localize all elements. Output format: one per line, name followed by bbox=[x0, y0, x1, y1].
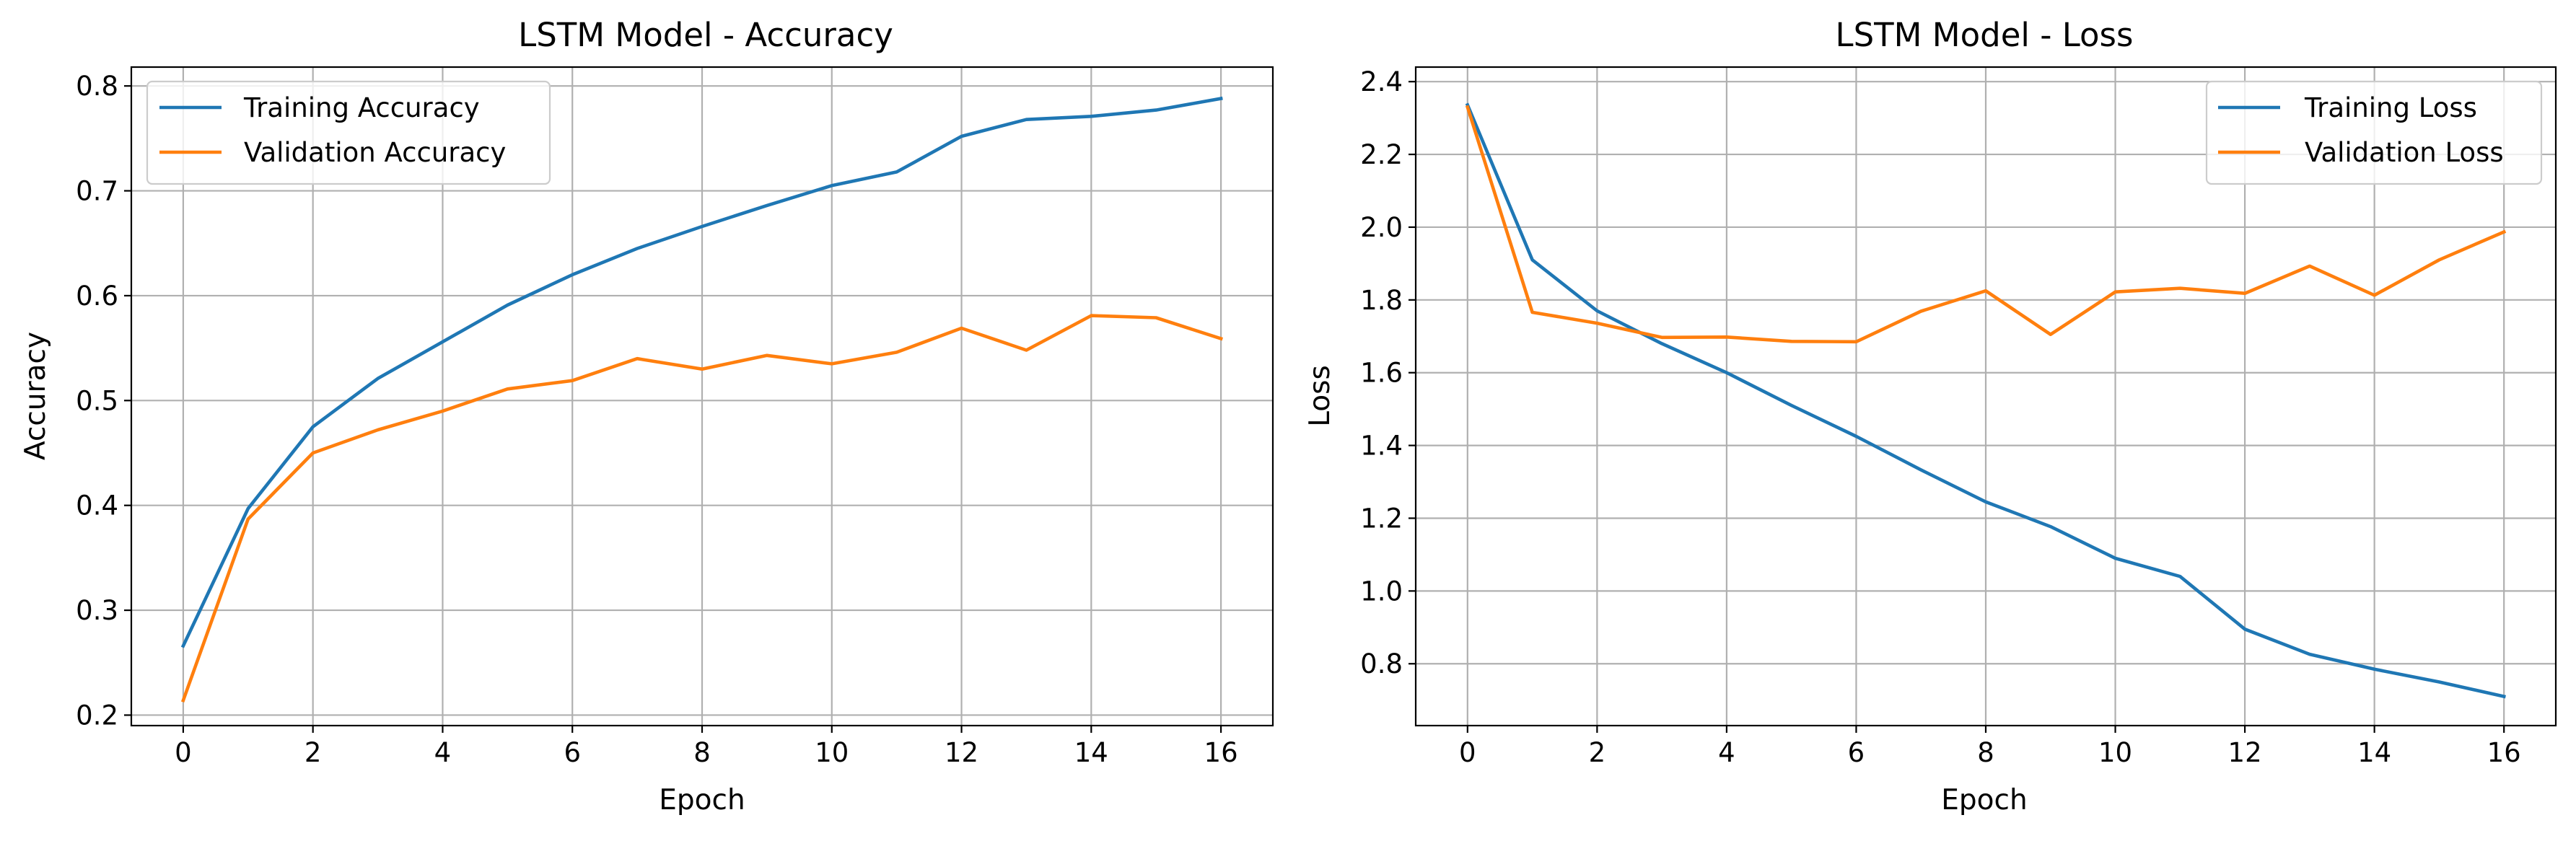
loss-x-tick-label: 14 bbox=[2357, 737, 2391, 768]
loss-legend-label-training: Training Loss bbox=[2304, 92, 2477, 123]
accuracy-plot-area bbox=[130, 66, 1274, 727]
loss-chart: LSTM Model - Loss 0 2 4 6 8 10 12 14 16 0.8 1.0 1.… bbox=[1304, 16, 2557, 816]
loss-x-tick-label: 16 bbox=[2487, 737, 2521, 768]
accuracy-x-tick-label: 16 bbox=[1204, 737, 1238, 768]
accuracy-x-axis-label: Epoch bbox=[659, 784, 745, 816]
loss-x-tick-label: 0 bbox=[1459, 737, 1476, 768]
loss-legend-label-validation: Validation Loss bbox=[2305, 137, 2504, 168]
accuracy-y-tick-label: 0.7 bbox=[76, 176, 118, 207]
accuracy-series bbox=[180, 96, 1223, 703]
accuracy-chart: LSTM Model - Accuracy 0 2 4 6 8 10 12 14 16 0.20… bbox=[19, 16, 1274, 816]
accuracy-legend-box bbox=[146, 80, 551, 185]
loss-y-tick-label: 1.6 bbox=[1360, 358, 1403, 389]
accuracy-y-tick-label: 0.2 bbox=[76, 700, 118, 731]
loss-x-tick-label: 4 bbox=[1718, 737, 1735, 768]
accuracy-x-ticks: 0 2 4 6 8 10 12 14 16 bbox=[175, 726, 1238, 768]
accuracy-y-axis-label: Accuracy bbox=[19, 332, 52, 460]
loss-series bbox=[1465, 102, 2507, 699]
loss-y-axis-label: Loss bbox=[1304, 365, 1336, 427]
loss-y-tick-label: 1.2 bbox=[1360, 503, 1403, 534]
loss-y-tick-label: 1.8 bbox=[1360, 285, 1403, 316]
loss-y-tick-label: 2.0 bbox=[1360, 212, 1403, 243]
loss-x-tick-label: 8 bbox=[1977, 737, 1994, 768]
loss-series-line-validation-loss bbox=[1465, 105, 2507, 344]
accuracy-x-tick-label: 6 bbox=[564, 737, 581, 768]
accuracy-legend-label-validation: Validation Accuracy bbox=[244, 137, 506, 168]
loss-y-tick-label: 2.4 bbox=[1360, 66, 1403, 97]
accuracy-x-tick-label: 4 bbox=[434, 737, 452, 768]
accuracy-y-tick-label: 0.4 bbox=[76, 490, 118, 521]
accuracy-y-tick-label: 0.6 bbox=[76, 281, 118, 312]
accuracy-y-tick-label: 0.5 bbox=[76, 385, 118, 416]
accuracy-x-tick-label: 14 bbox=[1074, 737, 1108, 768]
accuracy-y-tick-label: 0.8 bbox=[76, 71, 118, 102]
accuracy-series-line-validation-accuracy bbox=[180, 314, 1223, 703]
loss-x-tick-label: 2 bbox=[1589, 737, 1606, 768]
accuracy-grid bbox=[131, 67, 1273, 726]
accuracy-x-tick-label: 10 bbox=[815, 737, 849, 768]
accuracy-legend-label-training: Training Accuracy bbox=[243, 92, 480, 123]
loss-y-tick-label: 0.8 bbox=[1360, 648, 1403, 679]
loss-chart-title: LSTM Model - Loss bbox=[1836, 16, 2134, 54]
loss-legend-box bbox=[2205, 80, 2543, 185]
accuracy-legend: Training Accuracy Validation Accuracy bbox=[146, 80, 551, 185]
loss-x-tick-label: 6 bbox=[1848, 737, 1865, 768]
accuracy-y-ticks: 0.2 0.3 0.4 0.5 0.6 0.7 0.8 bbox=[76, 71, 131, 731]
loss-legend: Training Loss Validation Loss bbox=[2205, 80, 2543, 185]
accuracy-series-line-training-accuracy bbox=[180, 96, 1223, 648]
accuracy-x-tick-label: 12 bbox=[945, 737, 978, 768]
loss-y-tick-label: 2.2 bbox=[1360, 139, 1403, 170]
loss-y-tick-label: 1.4 bbox=[1360, 431, 1403, 462]
loss-x-axis-label: Epoch bbox=[1941, 784, 2027, 816]
accuracy-y-tick-label: 0.3 bbox=[76, 595, 118, 626]
loss-y-ticks: 0.8 1.0 1.2 1.4 1.6 1.8 2.0 2.2 2.4 bbox=[1360, 66, 1416, 679]
accuracy-chart-title: LSTM Model - Accuracy bbox=[518, 16, 893, 54]
accuracy-x-tick-label: 2 bbox=[305, 737, 322, 768]
loss-x-ticks: 0 2 4 6 8 10 12 14 16 bbox=[1459, 726, 2521, 768]
loss-x-tick-label: 10 bbox=[2098, 737, 2132, 768]
loss-x-tick-label: 12 bbox=[2228, 737, 2262, 768]
loss-y-tick-label: 1.0 bbox=[1360, 576, 1403, 607]
accuracy-x-tick-label: 8 bbox=[693, 737, 711, 768]
accuracy-x-tick-label: 0 bbox=[175, 737, 192, 768]
